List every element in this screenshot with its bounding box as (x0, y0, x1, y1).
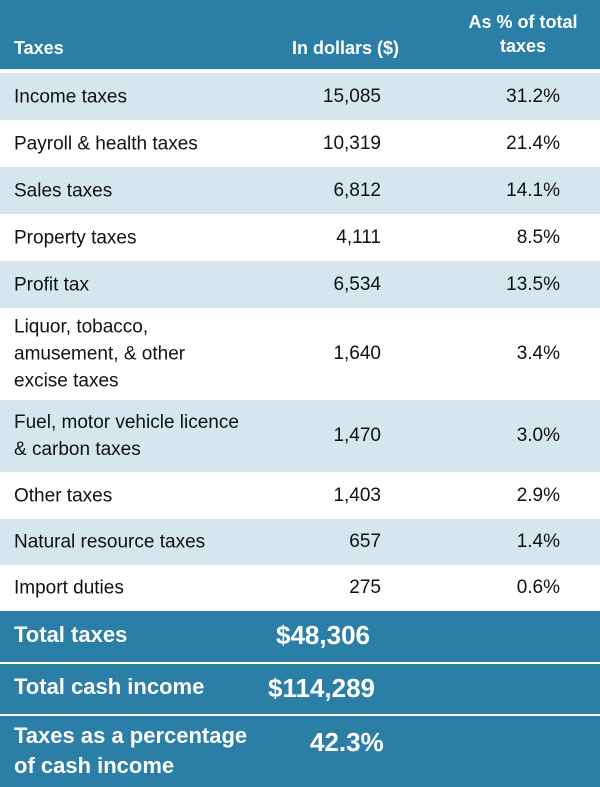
table-row: Sales taxes 6,812 14.1% (0, 167, 600, 214)
row-percent: 0.6% (516, 577, 560, 598)
row-label: Profit tax (14, 274, 89, 295)
row-dollars: 6,534 (333, 273, 381, 295)
row-label: Import duties (14, 577, 124, 599)
taxes-percentage-value: 42.3% (310, 727, 384, 757)
header-percent-line-2: taxes (499, 36, 547, 56)
header-in-dollars: In dollars ($) (292, 38, 400, 58)
summary-divider (0, 662, 600, 664)
table-header: Taxes In dollars ($) As % of total taxes (0, 0, 600, 69)
row-label-line: Fuel, motor vehicle licence (14, 412, 239, 433)
row-label-line: amusement, & other (14, 343, 186, 365)
summary-divider (0, 714, 600, 716)
row-dollars: 15,085 (322, 85, 381, 107)
row-dollars: 275 (349, 577, 381, 598)
row-label: Property taxes (14, 227, 137, 248)
table-row: Other taxes 1,403 2.9% (0, 472, 600, 519)
taxes-percentage-label-line-2: of cash income (14, 753, 175, 778)
row-label: Income taxes (14, 86, 127, 107)
row-label-line: & carbon taxes (14, 439, 141, 460)
summary-section: Total taxes $48,306 Total cash income $1… (0, 611, 600, 787)
table-row: Liquor, tobacco, amusement, & other exci… (0, 308, 600, 400)
row-dollars: 10,319 (322, 132, 381, 154)
row-percent: 8.5% (516, 226, 560, 248)
header-percent-of-total: As % of total taxes (448, 10, 598, 58)
row-label: Other taxes (14, 485, 113, 506)
row-dollars: 1,640 (333, 343, 381, 364)
row-percent: 3.4% (516, 343, 560, 364)
table-row: Fuel, motor vehicle licence & carbon tax… (0, 400, 600, 472)
taxes-percentage-label: Taxes as a percentage of cash income (14, 721, 247, 781)
total-taxes-label: Total taxes (14, 622, 128, 647)
header-percent-line-1: As % of total (468, 12, 578, 32)
row-percent: 14.1% (506, 179, 560, 201)
table-row: Profit tax 6,534 13.5% (0, 261, 600, 308)
row-dollars: 1,403 (333, 484, 381, 506)
row-label: Liquor, tobacco, amusement, & other exci… (14, 314, 274, 395)
row-percent: 2.9% (516, 484, 560, 506)
total-cash-income-label: Total cash income (14, 674, 205, 699)
total-cash-income-value: $114,289 (268, 673, 376, 703)
row-label: Fuel, motor vehicle licence & carbon tax… (14, 409, 274, 463)
row-dollars: 657 (349, 531, 381, 552)
table-row: Natural resource taxes 657 1.4% (0, 519, 600, 565)
row-label: Natural resource taxes (14, 531, 206, 553)
row-label: Sales taxes (14, 180, 113, 201)
row-percent: 1.4% (516, 531, 560, 552)
row-percent: 13.5% (506, 273, 560, 295)
row-dollars: 6,812 (333, 179, 381, 201)
row-dollars: 4,111 (336, 226, 381, 248)
table-row: Property taxes 4,111 8.5% (0, 214, 600, 261)
row-percent: 3.0% (516, 425, 560, 446)
taxes-percentage-label-line-1: Taxes as a percentage (14, 723, 248, 748)
header-taxes: Taxes (14, 38, 64, 58)
row-percent: 21.4% (506, 132, 560, 154)
table-row: Import duties 275 0.6% (0, 565, 600, 611)
row-label: Payroll & health taxes (14, 133, 198, 154)
row-label-line: excise taxes (14, 370, 119, 392)
row-percent: 31.2% (506, 85, 560, 107)
table-row: Payroll & health taxes 10,319 21.4% (0, 120, 600, 167)
total-taxes-value: $48,306 (276, 620, 370, 650)
row-dollars: 1,470 (333, 425, 381, 446)
table-row: Income taxes 15,085 31.2% (0, 73, 600, 120)
row-label-line: Liquor, tobacco, (14, 316, 149, 338)
